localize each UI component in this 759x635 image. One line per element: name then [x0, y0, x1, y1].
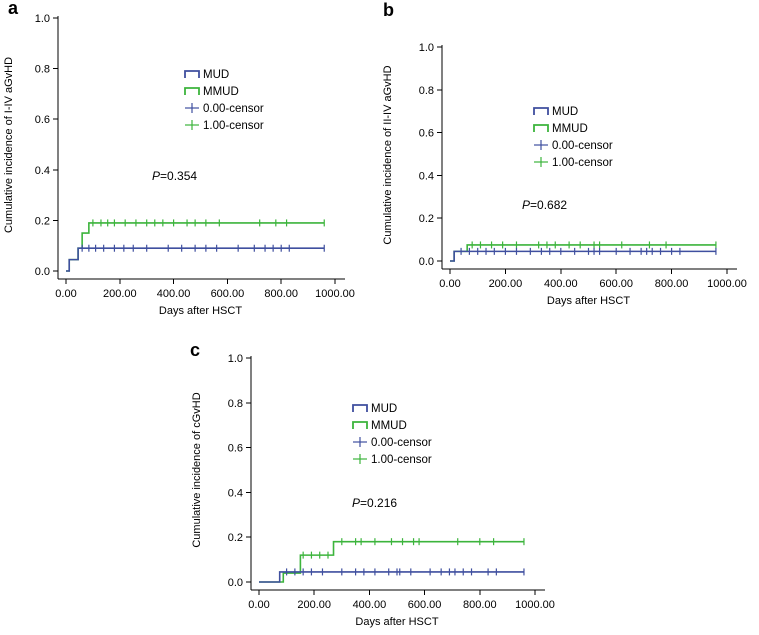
legend-label: 0.00-censor [371, 437, 432, 449]
y-tick-label: 0.6 [419, 128, 434, 140]
x-axis-title: Days after HSCT [355, 616, 438, 628]
legend-swatch-line [352, 404, 368, 412]
panel-letter: c [190, 340, 200, 360]
legend-label: MUD [552, 106, 578, 118]
legend: MUD MMUD 0.00-censor 1.00-censor [533, 106, 613, 169]
x-tick-label: 800.00 [264, 288, 298, 300]
x-tick-label: 400.00 [353, 599, 387, 611]
x-tick-label: 1000.00 [315, 288, 355, 300]
legend-swatch-line [533, 107, 549, 115]
legend-label: MMUD [371, 420, 407, 432]
x-tick-label: 0.00 [439, 278, 460, 290]
y-tick-label: 0.2 [228, 532, 243, 544]
legend-label: MMUD [552, 123, 588, 135]
y-tick-label: 1.0 [419, 42, 434, 54]
panel-c: c 0.0 0.2 0.4 0.6 0.8 1.0 0.00 200.00 400.00 600.0… [190, 340, 555, 628]
p-value: =0.216 [360, 496, 397, 510]
y-tick-label: 0.8 [35, 64, 50, 76]
y-tick-label: 0.0 [35, 266, 50, 278]
x-tick-label: 800.00 [463, 599, 497, 611]
legend: MUD MMUD 0.00-censor 1.00-censor [184, 69, 264, 132]
y-tick-label: 0.0 [419, 256, 434, 268]
legend-swatch-line [184, 87, 200, 95]
legend-label: MUD [371, 403, 397, 415]
legend-label: 0.00-censor [552, 140, 613, 152]
p-value-annotation: P=0.216 [352, 496, 397, 510]
legend-label: MUD [203, 69, 229, 81]
legend: MUD MMUD 0.00-censor 1.00-censor [352, 403, 432, 466]
legend-label: 1.00-censor [371, 454, 432, 466]
panel-letter: b [383, 0, 394, 20]
y-tick-label: 0.4 [35, 165, 50, 177]
x-tick-label: 600.00 [408, 599, 442, 611]
legend-label: 1.00-censor [552, 157, 613, 169]
x-tick-label: 800.00 [655, 278, 689, 290]
y-axis-title: Cumulative incidence of cGvHD [191, 392, 203, 547]
y-tick-label: 1.0 [228, 353, 243, 365]
legend-label: MMUD [203, 86, 239, 98]
y-tick-label: 0.2 [35, 215, 50, 227]
x-tick-label: 400.00 [157, 288, 191, 300]
y-tick-label: 0.6 [35, 114, 50, 126]
p-label: P [352, 496, 360, 510]
series-line-mud [450, 250, 716, 262]
x-tick-label: 1000.00 [707, 278, 747, 290]
x-tick-label: 200.00 [103, 288, 137, 300]
series-line-mud [66, 247, 325, 272]
p-value-annotation: P=0.682 [522, 198, 567, 212]
y-tick-label: 0.6 [228, 443, 243, 455]
y-tick-label: 0.4 [419, 170, 434, 182]
x-axis-title: Days after HSCT [547, 295, 630, 307]
p-value: =0.682 [530, 198, 567, 212]
panel-a: a 0.0 0.2 0.4 0.6 0.8 1.0 0.00 200.00 400.00 600.0… [3, 0, 355, 317]
panel-b: b 0.0 0.2 0.4 0.6 0.8 1.0 0.00 200.00 400.00 600.0… [382, 0, 747, 307]
y-axis-title: Cumulative incidence of I-IV aGvHD [3, 57, 15, 233]
series-line-mud [259, 571, 524, 583]
legend-swatch-line [533, 124, 549, 132]
x-tick-label: 400.00 [544, 278, 578, 290]
p-label: P [522, 198, 530, 212]
y-tick-label: 0.8 [228, 398, 243, 410]
x-tick-label: 0.00 [55, 288, 76, 300]
x-tick-label: 200.00 [489, 278, 523, 290]
legend-label: 1.00-censor [203, 120, 264, 132]
x-tick-label: 600.00 [599, 278, 633, 290]
series-line-mmud [259, 540, 524, 583]
panel-letter: a [8, 0, 19, 18]
p-label: P [152, 169, 160, 183]
p-value: =0.354 [160, 169, 197, 183]
x-tick-label: 600.00 [211, 288, 245, 300]
legend-swatch-line [184, 70, 200, 78]
y-tick-label: 0.8 [419, 85, 434, 97]
x-tick-label: 0.00 [248, 599, 269, 611]
x-axis-title: Days after HSCT [159, 305, 242, 317]
y-tick-label: 0.2 [419, 213, 434, 225]
y-tick-label: 0.0 [228, 577, 243, 589]
x-tick-label: 200.00 [297, 599, 331, 611]
legend-label: 0.00-censor [203, 103, 264, 115]
series-line-mmud [450, 244, 716, 262]
p-value-annotation: P=0.354 [152, 169, 197, 183]
legend-swatch-line [352, 421, 368, 429]
y-tick-label: 1.0 [35, 13, 50, 25]
x-tick-label: 1000.00 [515, 599, 555, 611]
y-axis-title: Cumulative incidence of II-IV aGvHD [382, 65, 394, 244]
y-tick-label: 0.4 [228, 487, 243, 499]
